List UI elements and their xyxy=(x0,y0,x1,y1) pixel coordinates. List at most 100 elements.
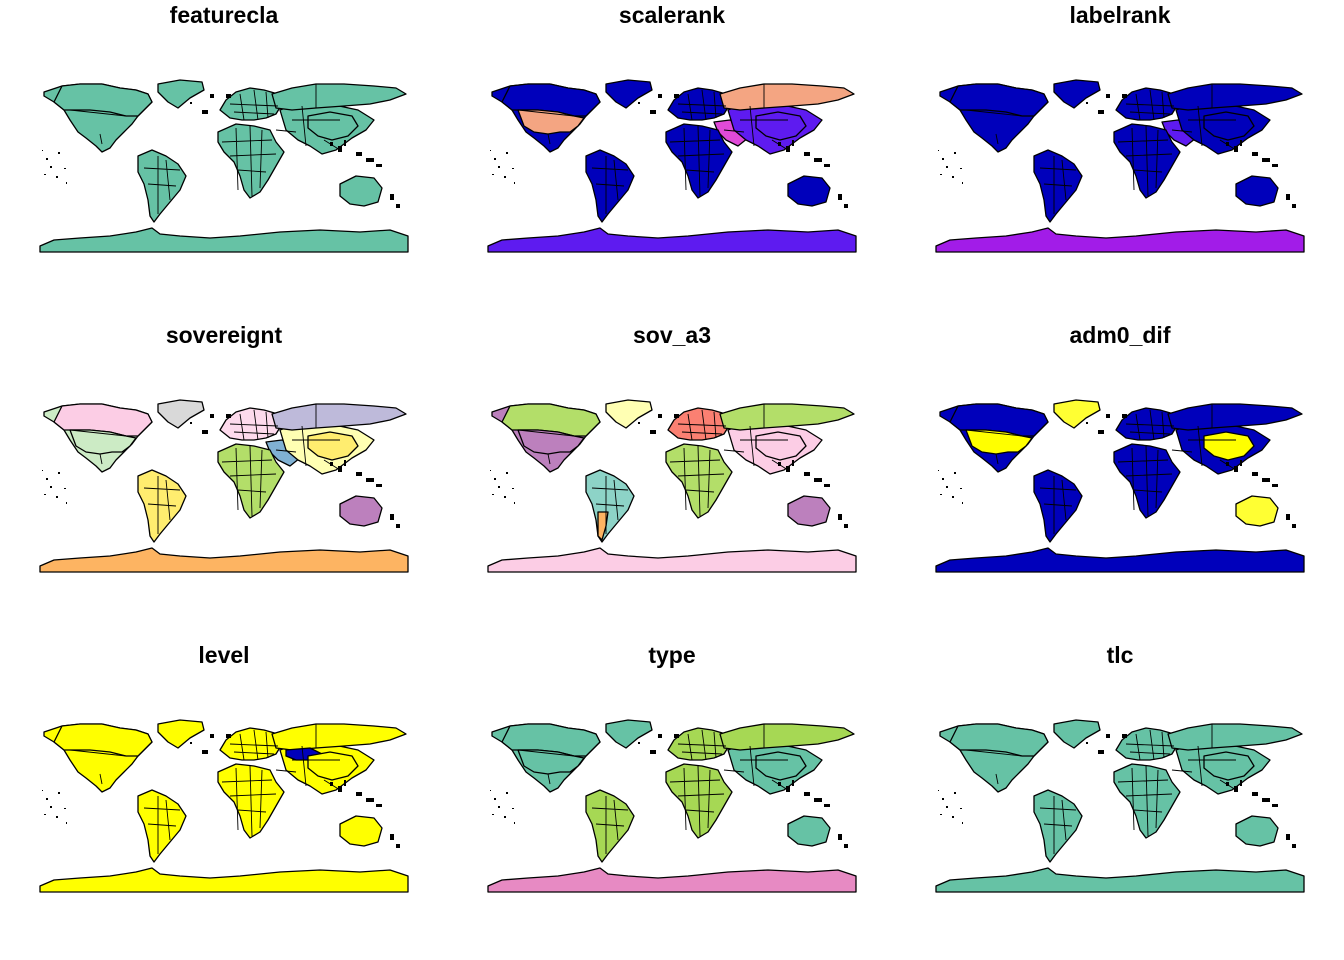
island-19 xyxy=(674,734,679,738)
region-ca xyxy=(949,403,1049,437)
island-5 xyxy=(962,182,963,184)
region-gl xyxy=(605,719,653,749)
island-1 xyxy=(946,166,948,168)
region-an xyxy=(935,547,1305,573)
island-0 xyxy=(494,158,496,160)
border-af xyxy=(221,125,277,197)
region-gl xyxy=(1053,79,1101,109)
border-sa xyxy=(1039,796,1077,854)
island-7 xyxy=(64,808,66,809)
border-af xyxy=(221,445,277,517)
island-13 xyxy=(778,462,781,466)
island-0 xyxy=(46,158,48,160)
region-an xyxy=(39,227,409,253)
border-af xyxy=(1117,125,1173,197)
map-panel-adm0-dif: adm0_dif xyxy=(896,320,1344,640)
region-sa xyxy=(585,149,635,223)
region-eu xyxy=(219,87,283,121)
island-1 xyxy=(50,806,52,808)
island-15 xyxy=(844,844,848,848)
island-17 xyxy=(190,742,192,744)
region-ru xyxy=(1167,83,1303,111)
island-12 xyxy=(1272,164,1278,167)
island-17 xyxy=(190,422,192,424)
region-ca xyxy=(53,403,153,437)
island-10 xyxy=(356,472,362,476)
region-au xyxy=(339,495,383,527)
island-2 xyxy=(492,814,494,815)
border-me xyxy=(1171,769,1193,773)
world-map xyxy=(487,719,857,893)
island-6 xyxy=(490,150,491,151)
region-eu xyxy=(1115,727,1179,761)
island-12 xyxy=(1272,484,1278,487)
border-me xyxy=(723,129,745,133)
island-4 xyxy=(952,496,954,498)
island-2 xyxy=(940,814,942,815)
region-eu xyxy=(219,407,283,441)
region-ca xyxy=(949,723,1049,757)
island-11 xyxy=(366,478,374,482)
border-sa xyxy=(143,476,181,534)
island-14 xyxy=(838,194,842,200)
island-2 xyxy=(492,494,494,495)
border-sa xyxy=(1039,476,1077,534)
world-map xyxy=(487,79,857,253)
island-3 xyxy=(58,792,60,794)
border-na xyxy=(517,109,575,145)
island-3 xyxy=(58,152,60,154)
island-3 xyxy=(954,152,956,154)
island-11 xyxy=(814,798,822,802)
region-cn xyxy=(1203,751,1255,781)
island-15 xyxy=(396,204,400,208)
island-16 xyxy=(202,750,208,754)
island-13 xyxy=(778,142,781,146)
region-sa xyxy=(585,789,635,863)
border-eu xyxy=(677,729,727,761)
island-12 xyxy=(824,484,830,487)
island-16 xyxy=(202,430,208,434)
island-11 xyxy=(1262,158,1270,162)
island-2 xyxy=(44,814,46,815)
island-9 xyxy=(792,460,794,466)
island-1 xyxy=(50,486,52,488)
island-19 xyxy=(1122,94,1127,98)
border-me xyxy=(723,449,745,453)
island-1 xyxy=(498,486,500,488)
island-18 xyxy=(658,734,662,738)
region-cn xyxy=(1203,111,1255,141)
region-gl xyxy=(157,719,205,749)
island-14 xyxy=(390,834,394,840)
island-19 xyxy=(1122,734,1127,738)
map-panel-tlc: tlc xyxy=(896,640,1344,960)
island-14 xyxy=(1286,834,1290,840)
region-sa xyxy=(137,789,187,863)
island-18 xyxy=(210,734,214,738)
island-6 xyxy=(42,150,43,151)
region-cn xyxy=(307,431,359,461)
island-8 xyxy=(1234,466,1238,472)
island-19 xyxy=(674,94,679,98)
island-15 xyxy=(1292,204,1296,208)
border-na xyxy=(69,109,127,145)
island-7 xyxy=(512,168,514,169)
border-sa xyxy=(143,156,181,214)
island-17 xyxy=(1086,742,1088,744)
island-19 xyxy=(1122,414,1127,418)
region-au xyxy=(1235,495,1279,527)
island-14 xyxy=(390,514,394,520)
island-4 xyxy=(952,816,954,818)
island-12 xyxy=(1272,804,1278,807)
border-eu xyxy=(677,89,727,121)
island-0 xyxy=(942,798,944,800)
region-ru xyxy=(719,83,855,111)
island-6 xyxy=(490,470,491,471)
panel-title: type xyxy=(648,642,696,668)
island-6 xyxy=(42,470,43,471)
region-sa xyxy=(1033,149,1083,223)
region-an xyxy=(487,547,857,573)
island-9 xyxy=(1240,780,1242,786)
island-3 xyxy=(506,472,508,474)
island-11 xyxy=(1262,478,1270,482)
island-2 xyxy=(940,174,942,175)
